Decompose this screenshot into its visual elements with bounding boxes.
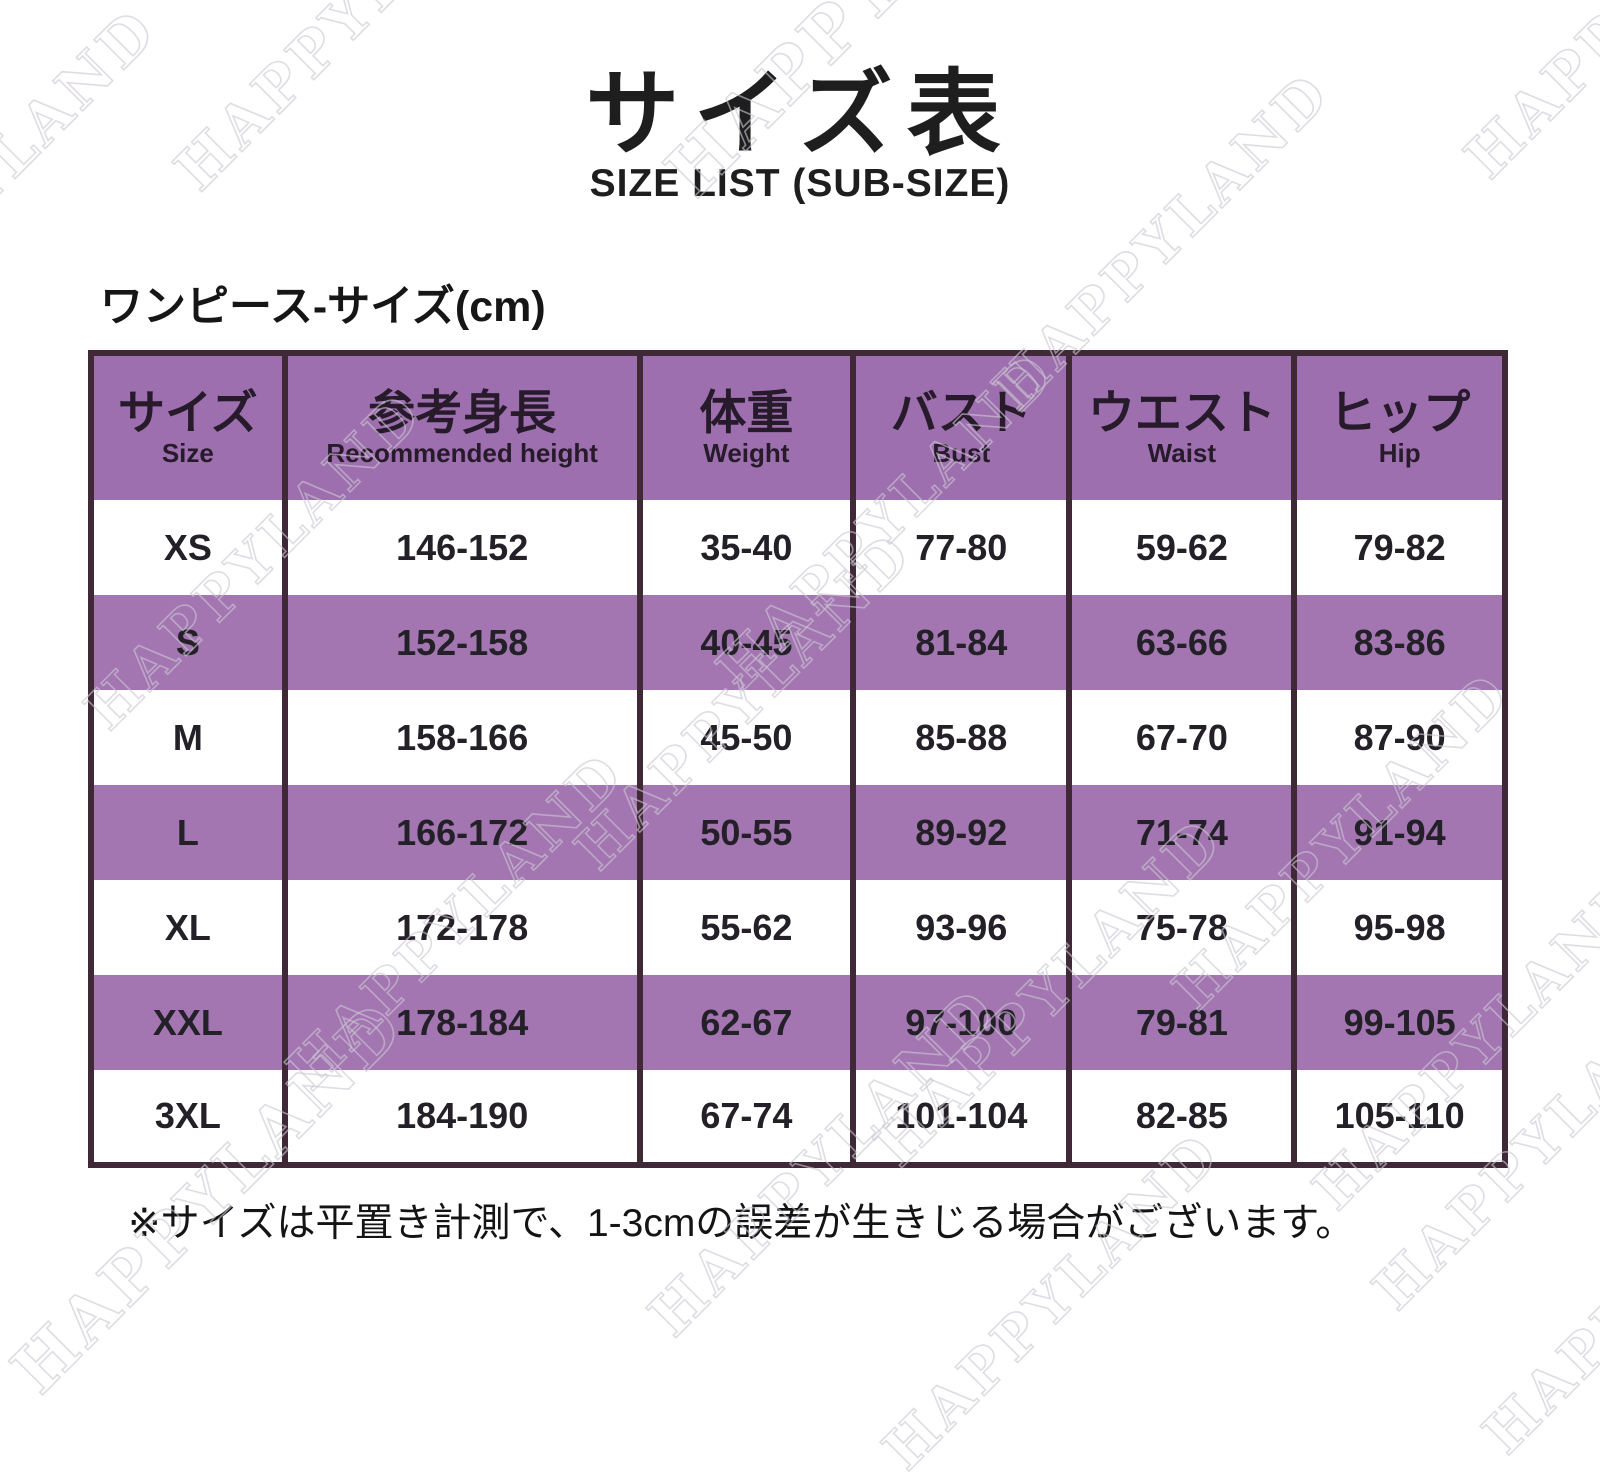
size-cell: M [88,690,288,785]
weight-cell: 40-45 [636,595,857,690]
column-header-height-en: Recommended height [326,438,598,469]
size-footnote: ※サイズは平置き計測で、1-3cmの誤差が生きじる場合がございます。 [128,1202,1355,1245]
height-cell: 146-152 [281,500,643,595]
column-header-waist-jp: ウエスト [1087,386,1276,440]
column-header-hip-en: Hip [1378,438,1421,469]
page-title: サイズ表 [585,61,1015,166]
table-row-xs: XS 146-152 35-40 77-80 59-62 79-82 [88,500,1508,595]
column-header-waist-en: Waist [1147,438,1217,469]
column-header-height: 参考身長 Recommended height [281,353,643,500]
column-header-size: サイズ Size [88,353,288,500]
column-header-height-jp: 参考身長 [368,386,557,440]
column-header-weight-jp: 体重 [699,386,794,440]
size-cell: 3XL [88,1070,288,1165]
bust-cell: 101-104 [850,1070,1073,1165]
column-header-hip: ヒップ Hip [1291,353,1508,500]
happyland-watermark: HAPPYLAND [869,1118,1234,1483]
weight-cell: 55-62 [636,880,857,975]
hip-cell: 99-105 [1291,975,1508,1070]
table-row-m: M 158-166 45-50 85-88 67-70 87-90 [88,690,1508,785]
bust-cell: 85-88 [850,690,1073,785]
section-label: ワンピース-サイズ(cm) [100,283,546,331]
column-header-bust: バスト Bust [850,353,1073,500]
table-row-xxl: XXL 178-184 62-67 97-100 79-81 99-105 [88,975,1508,1070]
page-subtitle: SIZE LIST (SUB-SIZE) [589,162,1011,205]
table-row-xl: XL 172-178 55-62 93-96 75-78 95-98 [88,880,1508,975]
waist-cell: 63-66 [1066,595,1298,690]
hip-cell: 87-90 [1291,690,1508,785]
height-cell: 152-158 [281,595,643,690]
column-header-hip-jp: ヒップ [1329,386,1471,440]
height-cell: 166-172 [281,785,643,880]
hip-cell: 79-82 [1291,500,1508,595]
height-cell: 184-190 [281,1070,643,1165]
weight-cell: 45-50 [636,690,857,785]
bust-cell: 77-80 [850,500,1073,595]
weight-cell: 67-74 [636,1070,857,1165]
table-row-3xl: 3XL 184-190 67-74 101-104 82-85 105-110 [88,1070,1508,1165]
waist-cell: 82-85 [1066,1070,1298,1165]
hip-cell: 91-94 [1291,785,1508,880]
bust-cell: 81-84 [850,595,1073,690]
hip-cell: 105-110 [1291,1070,1508,1165]
column-header-waist: ウエスト Waist [1066,353,1298,500]
waist-cell: 67-70 [1066,690,1298,785]
hip-cell: 95-98 [1291,880,1508,975]
size-cell: L [88,785,288,880]
height-cell: 178-184 [281,975,643,1070]
waist-cell: 75-78 [1066,880,1298,975]
size-cell: XL [88,880,288,975]
column-header-bust-jp: バスト [890,386,1032,440]
table-row-l: L 166-172 50-55 89-92 71-74 91-94 [88,785,1508,880]
size-table: サイズ Size 参考身長 Recommended height 体重 Weig… [88,350,1508,1168]
height-cell: 172-178 [281,880,643,975]
column-header-bust-en: Bust [932,438,991,469]
waist-cell: 59-62 [1066,500,1298,595]
column-header-size-jp: サイズ [118,386,258,440]
column-header-weight: 体重 Weight [636,353,857,500]
size-cell: XXL [88,975,288,1070]
weight-cell: 62-67 [636,975,857,1070]
hip-cell: 83-86 [1291,595,1508,690]
size-cell: XS [88,500,288,595]
size-cell: S [88,595,288,690]
table-row-s: S 152-158 40-45 81-84 63-66 83-86 [88,595,1508,690]
weight-cell: 35-40 [636,500,857,595]
waist-cell: 71-74 [1066,785,1298,880]
bust-cell: 89-92 [850,785,1073,880]
column-header-weight-en: Weight [703,438,790,469]
table-header-row: サイズ Size 参考身長 Recommended height 体重 Weig… [88,353,1508,500]
bust-cell: 97-100 [850,975,1073,1070]
weight-cell: 50-55 [636,785,857,880]
column-header-size-en: Size [161,438,214,469]
waist-cell: 79-81 [1066,975,1298,1070]
bust-cell: 93-96 [850,880,1073,975]
height-cell: 158-166 [281,690,643,785]
